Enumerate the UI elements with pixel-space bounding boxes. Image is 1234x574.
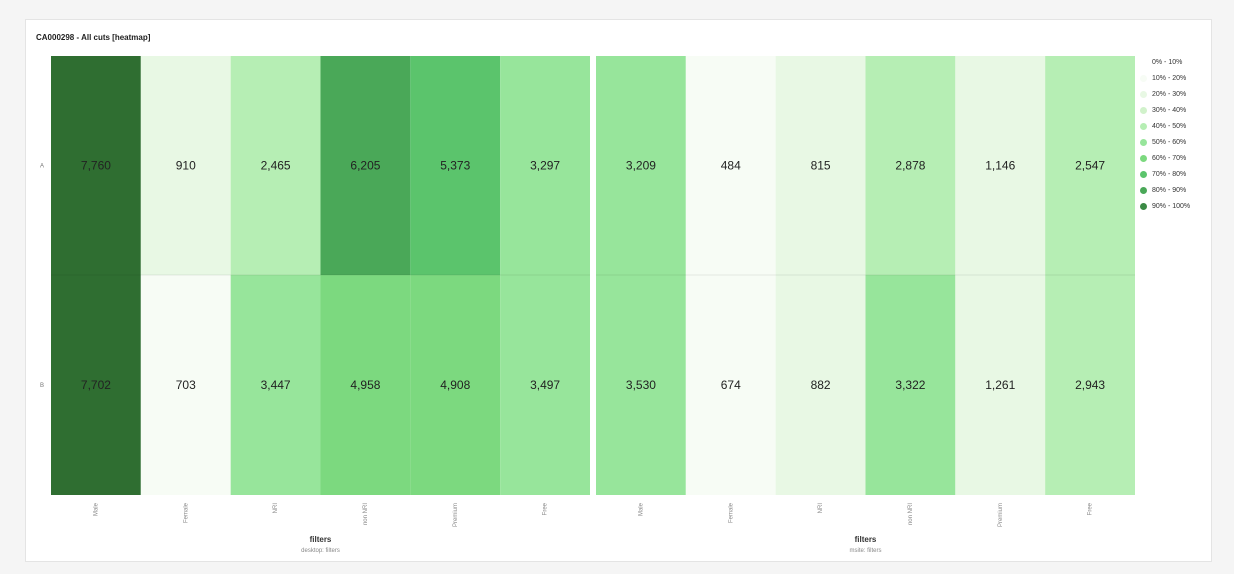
- legend-item: 50% - 60%: [1140, 134, 1220, 150]
- heatmap-cell: [596, 56, 686, 275]
- column-label: NRI: [273, 503, 279, 514]
- legend-swatch: [1140, 90, 1147, 98]
- heatmap-cell: [410, 275, 501, 495]
- heatmap-cell: [1045, 56, 1135, 275]
- column-label: non NRI: [908, 503, 914, 525]
- legend-label: 0% - 10%: [1152, 58, 1183, 66]
- column-label: Premium: [453, 503, 459, 527]
- cell-value: 3,447: [261, 378, 291, 392]
- row-label: A: [40, 164, 44, 170]
- cell-value: 3,497: [530, 378, 560, 392]
- legend-item: 0% - 10%: [1140, 54, 1220, 70]
- column-label: Free: [543, 502, 549, 515]
- cell-value: 2,878: [895, 159, 925, 173]
- cell-value: 2,465: [261, 159, 291, 173]
- legend-label: 90% - 100%: [1152, 202, 1191, 210]
- cell-value: 6,205: [350, 159, 380, 173]
- heatmap-cell: [140, 56, 231, 275]
- heatmap-cell: [500, 56, 590, 275]
- legend-label: 40% - 50%: [1152, 122, 1187, 130]
- heatmap-cell: [51, 56, 141, 275]
- legend-item: 20% - 30%: [1140, 86, 1220, 102]
- cell-value: 7,760: [81, 159, 111, 173]
- legend-label: 10% - 20%: [1152, 74, 1187, 82]
- legend-swatch: [1140, 170, 1147, 178]
- cell-value: 882: [811, 378, 831, 392]
- legend-label: 20% - 30%: [1152, 90, 1187, 98]
- row-label: B: [40, 383, 44, 389]
- legend-item: 10% - 20%: [1140, 70, 1220, 86]
- legend-item: 30% - 40%: [1140, 102, 1220, 118]
- legend-item: 70% - 80%: [1140, 166, 1220, 182]
- heatmap-cell: [410, 56, 501, 275]
- legend-swatch: [1140, 186, 1147, 194]
- heatmap-cell: [320, 275, 411, 495]
- legend-label: 50% - 60%: [1152, 138, 1187, 146]
- cell-value: 815: [811, 159, 831, 173]
- legend-label: 60% - 70%: [1152, 154, 1187, 162]
- legend: 0% - 10% 10% - 20% 20% - 30% 30% - 40% 40% -…: [1140, 54, 1220, 214]
- legend-label: 30% - 40%: [1152, 106, 1187, 114]
- cell-value: 3,209: [626, 159, 656, 173]
- legend-swatch: [1140, 122, 1147, 130]
- cell-value: 4,908: [440, 378, 470, 392]
- heatmap-cell: [1045, 275, 1135, 495]
- cell-value: 2,943: [1075, 378, 1105, 392]
- cell-value: 4,958: [350, 378, 380, 392]
- heatmap-cell: [140, 275, 231, 495]
- chart-title: CA000298 - All cuts [heatmap]: [36, 33, 151, 42]
- heatmap-cell: [775, 56, 866, 275]
- legend-item: 60% - 70%: [1140, 150, 1220, 166]
- column-label: Male: [93, 502, 99, 516]
- legend-swatch: [1140, 154, 1147, 162]
- legend-swatch: [1140, 58, 1147, 66]
- cell-value: 3,322: [895, 378, 925, 392]
- heatmap-cell: [955, 56, 1046, 275]
- x-axis-subtitle: desktop: filters: [301, 548, 340, 554]
- heatmap-cell: [775, 275, 866, 495]
- x-axis-title: filters: [855, 535, 877, 544]
- heatmap-cell: [230, 56, 321, 275]
- column-label: non NRI: [363, 503, 369, 525]
- heatmap-cell: [230, 275, 321, 495]
- legend-swatch: [1140, 138, 1147, 146]
- heatmap-cell: [596, 275, 686, 495]
- heatmap-cell: [500, 275, 590, 495]
- heatmap-cell: [685, 56, 776, 275]
- heatmap-cell: [865, 56, 956, 275]
- cell-value: 7,702: [81, 378, 111, 392]
- cell-value: 5,373: [440, 159, 470, 173]
- x-axis-title: filters: [310, 535, 332, 544]
- cell-value: 2,547: [1075, 159, 1105, 173]
- cell-value: 1,146: [985, 159, 1015, 173]
- cell-value: 3,297: [530, 159, 560, 173]
- legend-item: 80% - 90%: [1140, 182, 1220, 198]
- heatmap-cell: [685, 275, 776, 495]
- x-axis-subtitle: msite: filters: [849, 548, 881, 554]
- cell-value: 910: [176, 159, 196, 173]
- heatmap-cell: [320, 56, 411, 275]
- legend-label: 70% - 80%: [1152, 170, 1187, 178]
- cell-value: 484: [721, 159, 741, 173]
- column-label: Premium: [998, 503, 1004, 527]
- column-label: NRI: [818, 503, 824, 514]
- legend-swatch: [1140, 202, 1147, 210]
- legend-label: 80% - 90%: [1152, 186, 1187, 194]
- cell-value: 674: [721, 378, 741, 392]
- heatmap-cell: [955, 275, 1046, 495]
- cell-value: 703: [176, 378, 196, 392]
- heatmap-cell: [51, 275, 141, 495]
- column-label: Female: [728, 502, 734, 523]
- heatmap-cell: [865, 275, 956, 495]
- cell-value: 3,530: [626, 378, 656, 392]
- legend-swatch: [1140, 74, 1147, 82]
- cell-value: 1,261: [985, 378, 1015, 392]
- legend-item: 90% - 100%: [1140, 198, 1220, 214]
- column-label: Free: [1088, 502, 1094, 515]
- legend-swatch: [1140, 106, 1147, 114]
- column-label: Male: [638, 502, 644, 516]
- column-label: Female: [183, 502, 189, 523]
- legend-item: 40% - 50%: [1140, 118, 1220, 134]
